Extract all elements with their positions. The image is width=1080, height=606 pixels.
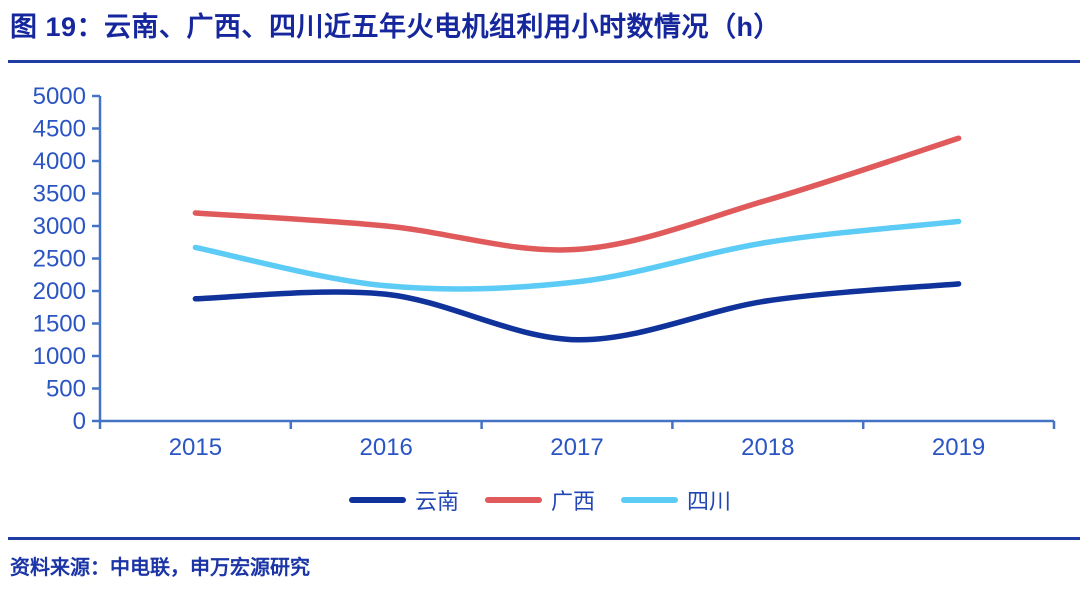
- y-tick-label: 500: [46, 376, 86, 403]
- chart-legend: 云南 广西 四川: [0, 484, 1080, 516]
- legend-item-guangxi: 广西: [484, 484, 595, 516]
- source-note: 资料来源：中电联，申万宏源研究: [10, 557, 310, 579]
- x-tick-label: 2018: [741, 434, 794, 461]
- sichuan-line-swatch-icon: [621, 497, 678, 503]
- legend-label: 四川: [687, 489, 732, 514]
- legend-label: 云南: [414, 489, 459, 514]
- title-divider: [8, 60, 1080, 63]
- y-tick-label: 4000: [33, 148, 86, 175]
- y-tick-label: 3500: [33, 181, 86, 208]
- y-tick-label: 2500: [33, 246, 86, 273]
- series-line-广西: [192, 135, 962, 253]
- y-tick-label: 4500: [33, 116, 86, 143]
- x-tick-label: 2019: [932, 434, 985, 461]
- y-tick-label: 5000: [33, 83, 86, 110]
- x-tick-label: 2017: [550, 434, 603, 461]
- yunnan-line-swatch-icon: [348, 497, 406, 503]
- legend-item-yunnan: 云南: [348, 484, 459, 516]
- y-tick-label: 3000: [33, 213, 86, 240]
- guangxi-line-swatch-icon: [484, 497, 542, 503]
- x-tick-label: 2015: [169, 434, 222, 461]
- legend-item-sichuan: 四川: [621, 484, 731, 516]
- y-tick-label: 2000: [33, 278, 86, 305]
- line-chart: 0 500 1000 1500 2000 2500 3000 3500 4000 4500 5000…: [33, 83, 1056, 461]
- figure-title: 图 19：云南、广西、四川近五年火电机组利用小时数情况（h）: [10, 12, 782, 42]
- y-tick-label: 1000: [33, 343, 86, 370]
- series-line-四川: [192, 218, 962, 292]
- x-tick-label: 2016: [360, 434, 413, 461]
- series-line-云南: [192, 281, 962, 343]
- y-tick-label: 1500: [33, 311, 86, 338]
- footer-divider: [8, 537, 1080, 540]
- legend-label: 广西: [550, 489, 595, 514]
- y-tick-label: 0: [73, 408, 86, 435]
